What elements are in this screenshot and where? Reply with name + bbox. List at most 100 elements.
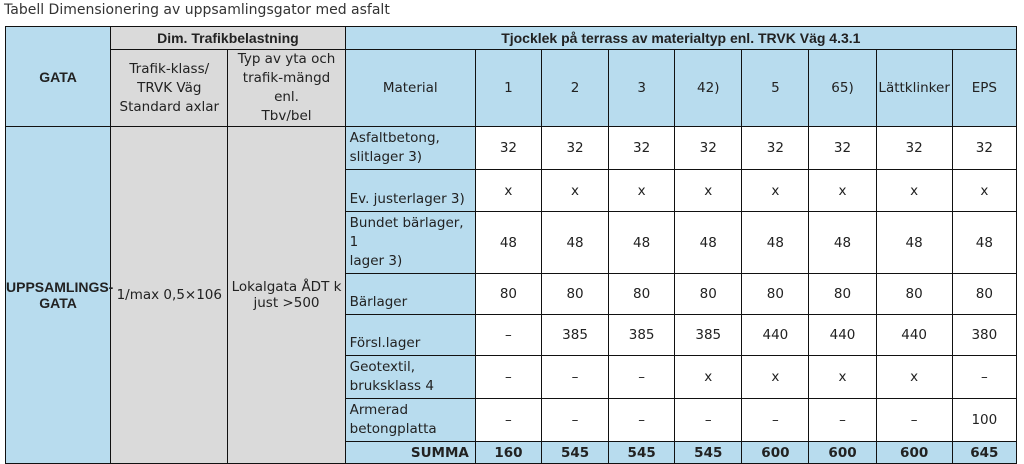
header-trafikklass-line1: Trafik-klass/	[129, 60, 210, 77]
header-type-eps: EPS	[951, 49, 1018, 127]
value-cell: –	[540, 355, 610, 399]
material-line1: Armerad	[349, 402, 409, 418]
summa-label: SUMMA	[344, 441, 476, 464]
material-cell: Armerad betongplatta	[344, 398, 476, 442]
value-cell: 385	[674, 314, 743, 356]
header-tjocklek: Tjocklek på terrass av materialtyp enl. …	[344, 26, 1018, 50]
material-line1: Bärlager	[349, 294, 408, 310]
summa-value: 645	[951, 441, 1018, 464]
table-row: Bundet bärlager, 1 lager 3) 48 48 48 48 …	[6, 211, 1018, 274]
group-gata-line2: GATA	[39, 295, 77, 311]
value-cell: 80	[474, 273, 542, 315]
material-line1: Geotextil,	[349, 359, 416, 375]
value-cell: 32	[741, 126, 810, 170]
value-cell: 48	[540, 211, 610, 274]
value-cell: x	[741, 355, 810, 399]
value-cell: 48	[474, 211, 542, 274]
value-cell: 32	[808, 126, 877, 170]
material-cell: Bärlager	[344, 273, 476, 315]
summa-value: 160	[474, 441, 542, 464]
value-cell: –	[474, 314, 542, 356]
header-typ-av-yta: Typ av yta och trafik-mängd enl. Tbv/bel	[227, 49, 346, 127]
group-typ-line2: just >500	[253, 295, 320, 311]
group-gata-line1: UPPSAMLINGS-	[6, 279, 114, 295]
summa-value: 545	[540, 441, 610, 464]
value-cell: –	[951, 355, 1018, 399]
table-caption: Tabell Dimensionering av uppsamlingsgato…	[4, 2, 390, 18]
value-cell: –	[875, 398, 953, 442]
material-line2: slitlager 3)	[349, 149, 423, 165]
header-typ-line2: trafik-mängd enl.	[242, 70, 331, 105]
material-cell: Ev. justerlager 3)	[344, 169, 476, 212]
header-material: Material	[344, 49, 476, 127]
value-cell: 48	[808, 211, 877, 274]
material-line2: betongplatta	[349, 421, 437, 437]
material-cell: Asfaltbetong, slitlager 3)	[344, 126, 476, 170]
value-cell: –	[608, 398, 676, 442]
group-gata: UPPSAMLINGS- GATA	[4, 126, 114, 464]
header-typ-line1: Typ av yta och	[237, 51, 336, 67]
dimensioning-table: GATA Dim. Trafikbelastning Tjocklek på t…	[4, 26, 1018, 464]
value-cell: 48	[608, 211, 676, 274]
value-cell: 80	[608, 273, 676, 315]
header-type-5: 5	[741, 49, 810, 127]
value-cell: 80	[674, 273, 743, 315]
header-dim-trafikbelastning: Dim. Trafikbelastning	[110, 26, 346, 50]
value-cell: x	[674, 355, 743, 399]
table-row: Försl.lager – 385 385 385 440 440 440 38…	[6, 314, 1018, 356]
value-cell: 80	[540, 273, 610, 315]
value-cell: 80	[808, 273, 877, 315]
group-trafikklass: 1/max 0,5×106	[110, 126, 229, 464]
header-gata: GATA	[4, 26, 112, 127]
header-type-6: 65)	[808, 49, 877, 127]
material-line1: Ev. justerlager 3)	[349, 191, 465, 207]
material-line1: Försl.lager	[349, 335, 421, 351]
value-cell: x	[808, 355, 877, 399]
summa-value: 545	[608, 441, 676, 464]
value-cell: 48	[951, 211, 1018, 274]
value-cell: –	[540, 398, 610, 442]
header-type-4: 42)	[674, 49, 743, 127]
value-cell: 32	[674, 126, 743, 170]
value-cell: 48	[674, 211, 743, 274]
material-cell: Bundet bärlager, 1 lager 3)	[344, 211, 476, 274]
value-cell: x	[540, 169, 610, 212]
value-cell: 32	[474, 126, 542, 170]
table-row: Bärlager 80 80 80 80 80 80 80 80	[6, 273, 1018, 315]
value-cell: x	[808, 169, 877, 212]
header-type-lattklinker: Lättklinker	[875, 49, 953, 127]
value-cell: –	[474, 355, 542, 399]
value-cell: 48	[875, 211, 953, 274]
value-cell: 32	[951, 126, 1018, 170]
value-cell: 80	[875, 273, 953, 315]
material-line2: lager 3)	[349, 253, 403, 269]
value-cell: 80	[951, 273, 1018, 315]
table-row: UPPSAMLINGS- GATA 1/max 0,5×106 Lokalgat…	[4, 126, 1018, 464]
value-cell: –	[474, 398, 542, 442]
summa-value: 600	[741, 441, 810, 464]
value-cell: 80	[741, 273, 810, 315]
value-cell: 440	[741, 314, 810, 356]
value-cell: 48	[741, 211, 810, 274]
header-trafikklass-line3: Standard axlar	[119, 98, 220, 115]
summa-value: 600	[808, 441, 877, 464]
value-cell: x	[875, 169, 953, 212]
table-row: Geotextil, bruksklass 4 – – – x x x x –	[6, 355, 1018, 399]
header-typ-line3: Tbv/bel	[261, 108, 312, 124]
group-typ-line1: Lokalgata ÅDT k	[231, 279, 342, 295]
value-cell: 385	[540, 314, 610, 356]
value-cell: x	[875, 355, 953, 399]
header-type-3: 3	[608, 49, 676, 127]
value-cell: x	[608, 169, 676, 212]
value-cell: 100	[951, 398, 1018, 442]
header-trafikklass: Trafik-klass/ TRVK Väg Standard axlar	[110, 49, 229, 127]
value-cell: x	[674, 169, 743, 212]
value-cell: x	[474, 169, 542, 212]
header-trafikklass-line2: TRVK Väg	[137, 79, 202, 96]
material-cell: Försl.lager	[344, 314, 476, 356]
value-cell: –	[808, 398, 877, 442]
value-cell: 380	[951, 314, 1018, 356]
table-row: Ev. justerlager 3) x x x x x x x x	[6, 169, 1018, 212]
value-cell: 32	[540, 126, 610, 170]
value-cell: 32	[875, 126, 953, 170]
